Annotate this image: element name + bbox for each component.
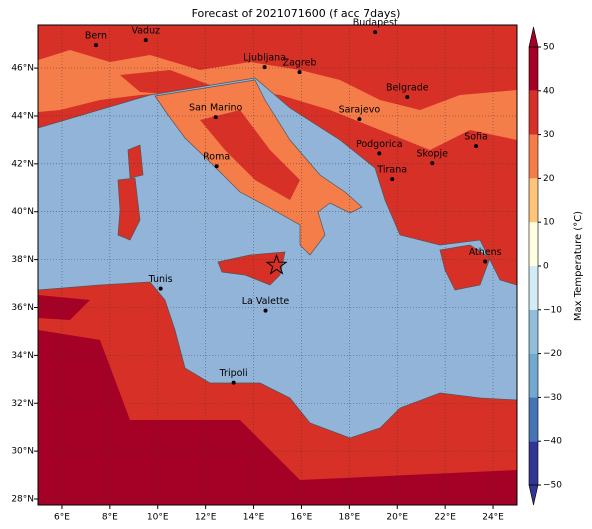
y-tick-label: 44°N [11, 111, 34, 121]
colorbar-tick-label: −30 [543, 393, 562, 403]
y-tick-label: 42°N [11, 159, 34, 169]
colorbar-band [529, 397, 538, 442]
city-dot [214, 164, 219, 169]
colorbar-band [529, 178, 538, 223]
x-tick-label: 10°E [147, 513, 169, 523]
city-dot [390, 177, 395, 182]
y-tick-label: 38°N [11, 255, 34, 265]
city-label: Tirana [376, 165, 407, 176]
y-tick-label: 46°N [11, 64, 34, 74]
x-tick-label: 16°E [291, 513, 313, 523]
colorbar-extend-bottom [528, 484, 539, 506]
colorbar-tick-label: 30 [543, 130, 555, 140]
colorbar-tick-label: −50 [543, 481, 562, 491]
x-tick-label: 12°E [195, 513, 217, 523]
colorbar-band [529, 47, 538, 91]
city-label: Vaduz [131, 26, 160, 37]
x-tick-label: 20°E [386, 513, 408, 523]
sardinia [117, 177, 141, 241]
x-tick-label: 8°E [102, 513, 118, 523]
colorbar-band [529, 222, 538, 266]
city-label: Belgrade [386, 83, 429, 94]
colorbar-band [529, 90, 538, 135]
colorbar-band [529, 353, 538, 398]
city-dot [405, 95, 410, 100]
city-label: Podgorica [356, 139, 403, 150]
map-frame [37, 24, 518, 506]
y-tick-label: 30°N [11, 447, 34, 457]
colorbar-tick-label: −20 [543, 349, 562, 359]
hot-zone [38, 295, 90, 320]
city-dot [93, 43, 98, 48]
colorbar-tick-label: −40 [543, 437, 562, 447]
city-label: Bern [85, 31, 107, 42]
colorbar-tick-label: 40 [543, 86, 555, 96]
x-tick-label: 18°E [339, 513, 361, 523]
city-dot [213, 115, 218, 120]
city-label: Sarajevo [339, 105, 381, 116]
corsica [127, 144, 144, 179]
city-label: Roma [203, 152, 230, 163]
star-marker [265, 253, 288, 275]
city-label: Zagreb [283, 58, 317, 69]
colorbar-band [529, 441, 538, 485]
city-dot [158, 286, 163, 291]
colorbar-band [529, 134, 538, 179]
colorbar-extend-top [528, 26, 539, 48]
city-dot [231, 380, 236, 385]
city-label: Tripoli [219, 368, 248, 379]
colorbar-tick-label: 50 [543, 43, 555, 53]
y-tick-label: 28°N [11, 495, 34, 505]
y-tick-label: 32°N [11, 399, 34, 409]
city-dot [483, 259, 488, 264]
city-dot [297, 70, 302, 75]
peloponnese [439, 244, 491, 291]
city-dot [430, 161, 435, 166]
colorbar-tick-label: 0 [543, 262, 549, 272]
title: Forecast of 2021071600 (f acc 7days) [192, 7, 401, 20]
city-label: La Valette [242, 296, 290, 307]
x-tick-label: 22°E [434, 513, 456, 523]
city-dot [357, 117, 362, 122]
city-label: Budapest [353, 18, 398, 29]
x-tick-label: 24°E [482, 513, 504, 523]
colorbar-tick-label: 10 [543, 218, 555, 228]
sicily [217, 251, 286, 286]
hot-zone [38, 330, 517, 505]
y-tick-label: 40°N [11, 207, 34, 217]
x-tick-label: 14°E [243, 513, 265, 523]
colorbar-label: Max Temperature (°C) [573, 211, 584, 321]
colorbar-tick-label: 20 [543, 174, 555, 184]
city-dot [143, 38, 148, 43]
city-label: Sofia [464, 132, 488, 143]
city-label: Tunis [148, 274, 173, 285]
city-dot [474, 144, 479, 149]
y-tick-label: 36°N [11, 303, 34, 313]
colorbar-band [529, 266, 538, 310]
city-label: Athens [469, 247, 502, 258]
x-tick-label: 6°E [54, 513, 70, 523]
zone [200, 110, 300, 200]
city-dot [377, 151, 382, 156]
colorbar-tick-label: −10 [543, 305, 562, 315]
y-tick-label: 34°N [11, 351, 34, 361]
city-dot [263, 308, 268, 313]
city-label: Skopje [416, 149, 448, 160]
city-label: Ljubljana [243, 53, 286, 64]
city-dot [262, 65, 267, 70]
colorbar-band [529, 309, 538, 354]
city-dot [373, 30, 378, 35]
city-label: San Marino [189, 103, 242, 114]
